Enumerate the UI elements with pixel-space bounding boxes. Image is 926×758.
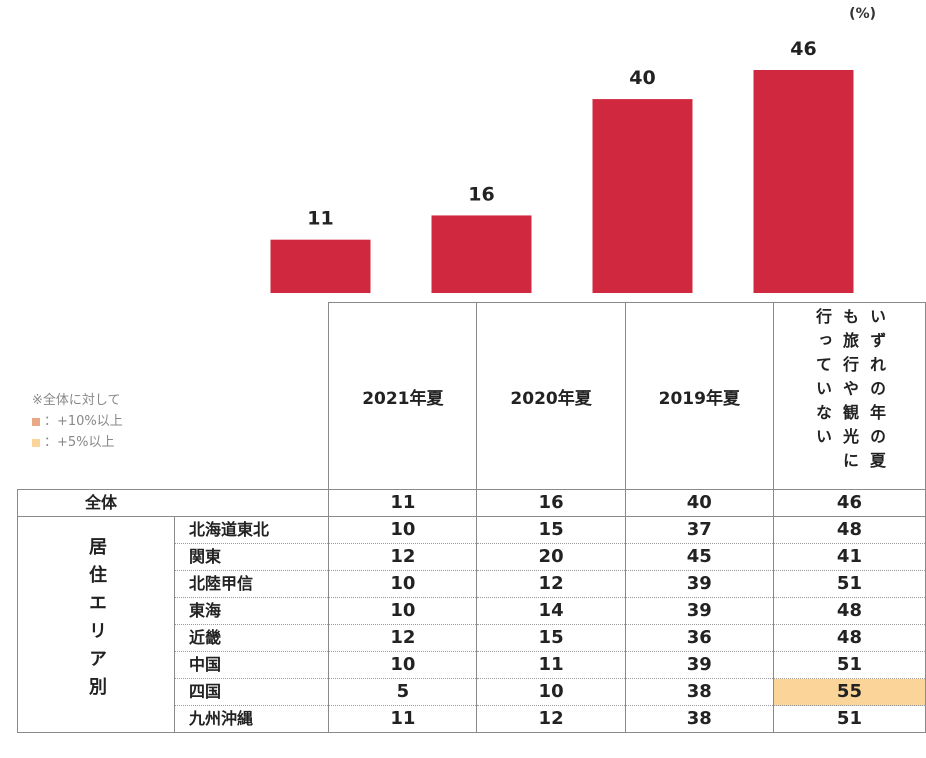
table-cell: 45 bbox=[624, 543, 774, 571]
table-cell: 39 bbox=[624, 651, 774, 679]
table-cell: 12 bbox=[476, 570, 626, 598]
row-label: 中国 bbox=[173, 651, 330, 679]
table-cell: 38 bbox=[624, 705, 774, 733]
table-cell: 41 bbox=[772, 543, 926, 571]
table-row: 北陸甲信 10 12 39 51 bbox=[18, 570, 926, 598]
table-cell: 12 bbox=[476, 705, 626, 733]
column-header-none: いずれの年の夏も旅行や観光に行っていない bbox=[772, 302, 926, 490]
table-cell: 10 bbox=[328, 597, 478, 625]
bar-value-label: 46 bbox=[790, 38, 816, 60]
table-cell: 48 bbox=[772, 516, 926, 544]
column-header-2019: 2019年夏 bbox=[624, 302, 774, 490]
legend-title: ※全体に対して bbox=[32, 393, 121, 408]
table-cell: 51 bbox=[772, 705, 926, 733]
table-row: 居住エリア別 北海道東北 10 15 37 48 bbox=[17, 516, 926, 733]
group-label: 居住エリア別 bbox=[86, 536, 107, 705]
row-label: 四国 bbox=[173, 678, 330, 706]
header-blank bbox=[18, 303, 329, 490]
table-cell: 12 bbox=[328, 543, 478, 571]
row-label: 東海 bbox=[173, 597, 330, 625]
table-cell: 14 bbox=[476, 597, 626, 625]
legend-label-plus5: ：+5%以上 bbox=[44, 435, 115, 450]
table-cell: 15 bbox=[476, 624, 626, 652]
table-cell: 38 bbox=[624, 678, 774, 706]
table-cell: 51 bbox=[772, 570, 926, 598]
cell-total-2019: 40 bbox=[624, 489, 774, 517]
table-cell: 20 bbox=[476, 543, 626, 571]
column-header-none-text: いずれの年の夏も旅行や観光に行っていない bbox=[812, 308, 886, 476]
table-cell: 11 bbox=[328, 705, 478, 733]
bar-0 bbox=[270, 239, 371, 293]
row-label-total: 全体 bbox=[16, 489, 330, 517]
table-cell: 15 bbox=[476, 516, 626, 544]
table-row: 東海 10 14 39 48 bbox=[18, 597, 926, 625]
row-label: 関東 bbox=[173, 543, 330, 571]
region-rows: 居住エリア別 北海道東北 10 15 37 48 関東 12 20 45 41 北陸甲信 10 12 39 5… bbox=[17, 516, 926, 733]
table-row: 中国 10 11 39 51 bbox=[18, 651, 926, 679]
table-cell: 48 bbox=[772, 597, 926, 625]
table-cell: 37 bbox=[624, 516, 774, 544]
bar-2 bbox=[592, 99, 693, 293]
column-header-2020: 2020年夏 bbox=[476, 302, 626, 490]
bar-chart: 11 16 40 46 bbox=[270, 38, 854, 293]
table-cell: 36 bbox=[624, 624, 774, 652]
table-row: 近畿 12 15 36 48 bbox=[18, 624, 926, 652]
table-cell: 11 bbox=[476, 651, 626, 679]
cell-total-2021: 11 bbox=[328, 489, 478, 517]
table-cell: 55 bbox=[772, 678, 926, 706]
bar-value-label: 16 bbox=[468, 183, 494, 205]
row-label: 北陸甲信 bbox=[173, 570, 330, 598]
legend-item-plus5: ：+5%以上 bbox=[32, 432, 123, 453]
table-cell: 51 bbox=[772, 651, 926, 679]
column-header-2021: 2021年夏 bbox=[328, 302, 478, 490]
legend-swatch-plus5 bbox=[32, 438, 40, 447]
cell-total-none: 46 bbox=[772, 489, 926, 517]
table-row-total: 全体 11 16 40 46 bbox=[16, 489, 926, 517]
table-cell: 10 bbox=[328, 651, 478, 679]
data-table: 2021年夏 2020年夏 2019年夏 いずれの年の夏も旅行や観光に行っていな… bbox=[16, 302, 926, 733]
bar-value-label: 11 bbox=[307, 208, 333, 230]
bar-value-label: 40 bbox=[629, 67, 655, 89]
table-cell: 10 bbox=[328, 516, 478, 544]
table-cell: 48 bbox=[772, 624, 926, 652]
highlight-legend: ※全体に対して ：+10%以上 ：+5%以上 bbox=[32, 390, 123, 453]
table-header-row: 2021年夏 2020年夏 2019年夏 いずれの年の夏も旅行や観光に行っていな… bbox=[18, 302, 926, 490]
table-cell: 39 bbox=[624, 570, 774, 598]
cell-total-2020: 16 bbox=[476, 489, 626, 517]
unit-label: (%) bbox=[849, 6, 876, 22]
table-row: 九州沖縄 11 12 38 51 bbox=[18, 705, 926, 733]
table-row: 四国 5 10 38 55 bbox=[18, 678, 926, 706]
bar-1 bbox=[431, 215, 532, 293]
legend-item-plus10: ：+10%以上 bbox=[32, 411, 123, 432]
legend-label-plus10: ：+10%以上 bbox=[44, 414, 123, 429]
table-row: 関東 12 20 45 41 bbox=[18, 543, 926, 571]
table-cell: 10 bbox=[476, 678, 626, 706]
row-label: 九州沖縄 bbox=[173, 705, 330, 733]
bar-3 bbox=[753, 70, 854, 293]
row-label: 北海道東北 bbox=[173, 516, 330, 544]
table-cell: 12 bbox=[328, 624, 478, 652]
table-cell: 5 bbox=[328, 678, 478, 706]
legend-swatch-plus10 bbox=[32, 417, 40, 426]
group-label-cell: 居住エリア別 bbox=[17, 516, 175, 733]
table-cell: 10 bbox=[328, 570, 478, 598]
table-cell: 39 bbox=[624, 597, 774, 625]
row-label: 近畿 bbox=[173, 624, 330, 652]
